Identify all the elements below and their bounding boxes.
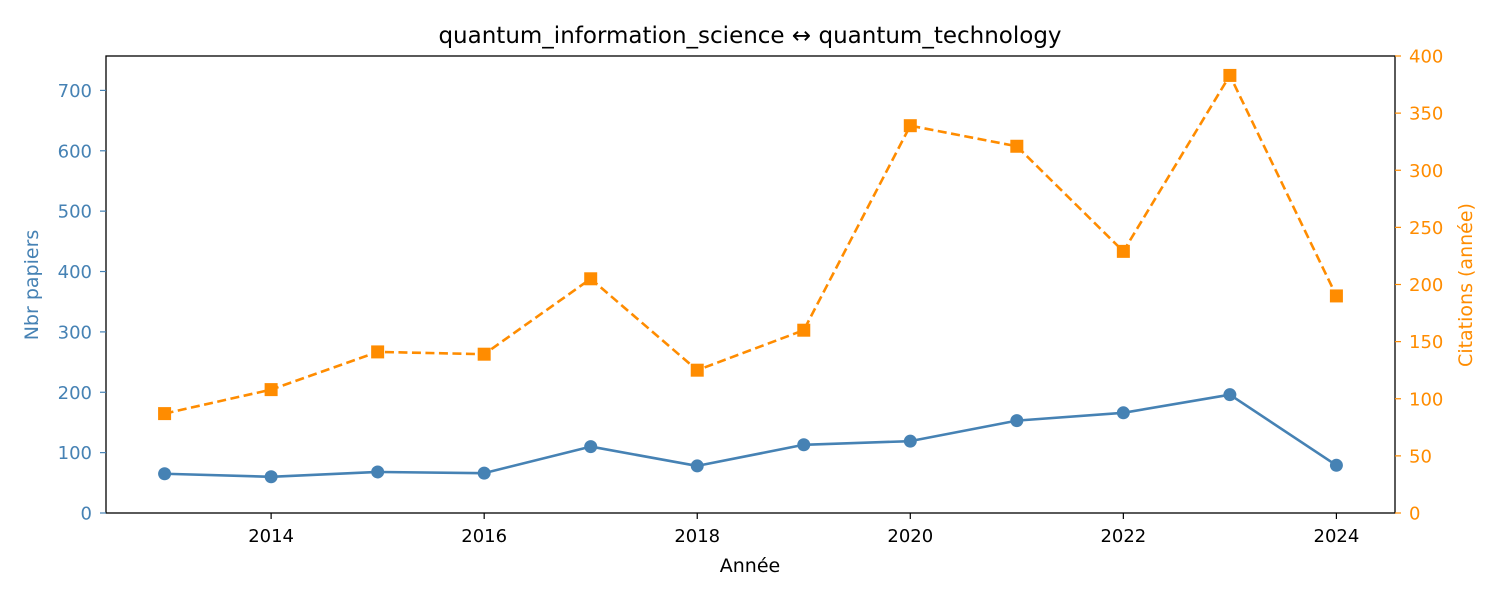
x-tick-label: 2014 [248, 526, 294, 547]
y-right-tick-label: 0 [1409, 504, 1420, 525]
data-point-papers [1010, 414, 1024, 428]
y-left-tick-label: 300 [58, 322, 92, 343]
data-point-citations [371, 345, 385, 359]
y-right-tick-label: 300 [1409, 161, 1443, 182]
data-point-papers [1329, 458, 1343, 472]
y-left-tick-label: 700 [58, 81, 92, 102]
data-point-citations [903, 119, 917, 133]
data-point-citations [477, 347, 491, 361]
y-right-tick-label: 400 [1409, 47, 1443, 68]
data-point-papers [477, 466, 491, 480]
y-right-tick-label: 100 [1409, 389, 1443, 410]
data-point-papers [158, 467, 172, 481]
data-point-papers [1116, 406, 1130, 420]
x-axis-title: Année [720, 555, 780, 577]
y-right-tick-label: 150 [1409, 332, 1443, 353]
y-axis-left-title: Nbr papiers [21, 230, 43, 341]
y-right-tick-label: 250 [1409, 218, 1443, 239]
series-line-papers [164, 393, 1338, 479]
data-point-papers [584, 440, 598, 454]
series-layer [158, 68, 1343, 484]
x-tick-label: 2020 [887, 526, 933, 547]
data-point-citations [1010, 139, 1024, 153]
y-axis-right-title: Citations (année) [1455, 203, 1477, 367]
x-tick-label: 2018 [674, 526, 720, 547]
y-left-tick-label: 500 [58, 202, 92, 223]
y-left-tick-label: 600 [58, 141, 92, 162]
data-point-citations [264, 383, 278, 397]
data-point-citations [158, 407, 172, 421]
y-right-tick-label: 50 [1409, 446, 1432, 467]
data-point-citations [690, 363, 704, 377]
data-point-papers [371, 465, 385, 479]
data-point-citations [1116, 244, 1130, 258]
x-tick-label: 2016 [461, 526, 507, 547]
y-left-tick-label: 200 [58, 383, 92, 404]
data-point-citations [1329, 289, 1343, 303]
series-line-citations [164, 74, 1338, 415]
data-point-papers [797, 438, 811, 452]
chart-title: quantum_information_science ↔ quantum_te… [438, 23, 1061, 49]
data-point-citations [797, 323, 811, 337]
x-tick-label: 2024 [1314, 526, 1360, 547]
x-tick-label: 2022 [1100, 526, 1146, 547]
y-right-tick-label: 200 [1409, 275, 1443, 296]
data-point-papers [1223, 388, 1237, 402]
data-point-citations [1223, 68, 1237, 82]
y-left-tick-label: 100 [58, 443, 92, 464]
y-left-tick-label: 0 [81, 504, 92, 525]
data-point-citations [584, 272, 598, 286]
y-left-tick-label: 400 [58, 262, 92, 283]
data-point-papers [264, 470, 278, 484]
axes-layer: 2014 2016 2018 2020 2022 20240100200300400500… [58, 47, 1444, 548]
data-point-papers [903, 434, 917, 448]
y-right-tick-label: 350 [1409, 104, 1443, 125]
data-point-papers [690, 459, 704, 473]
